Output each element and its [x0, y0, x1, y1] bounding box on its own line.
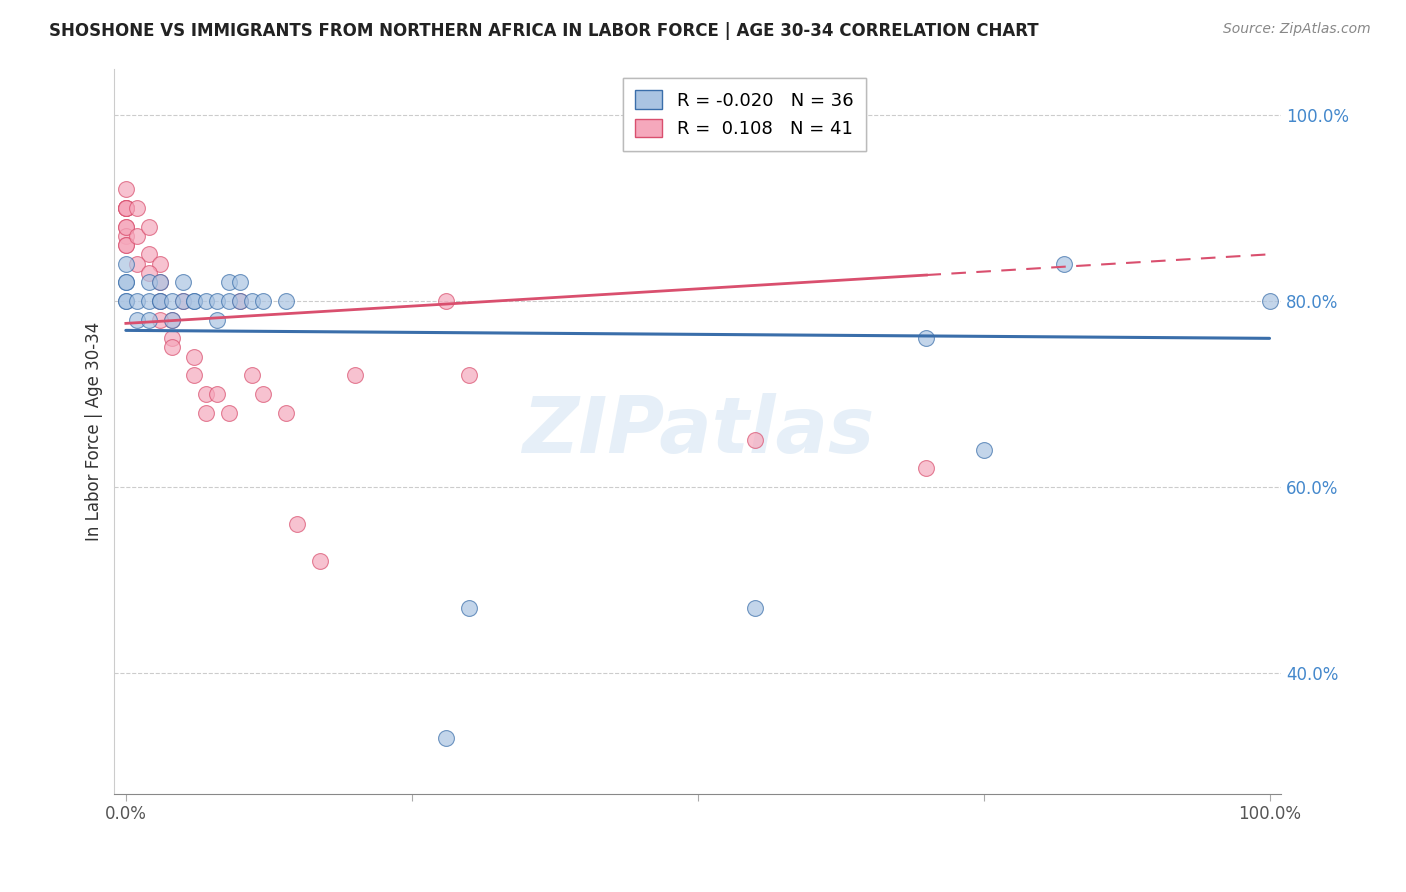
Point [218, 276, 240, 290]
Point [309, 554, 332, 568]
Point [149, 276, 172, 290]
Point [973, 442, 995, 457]
Point [138, 219, 160, 234]
Point [160, 312, 183, 326]
Point [287, 517, 309, 532]
Point [458, 368, 481, 383]
Point [115, 276, 138, 290]
Point [183, 293, 205, 308]
Point [160, 331, 183, 345]
Point [207, 293, 229, 308]
Point [434, 293, 457, 308]
Point [183, 368, 205, 383]
Point [115, 201, 138, 215]
Point [149, 276, 172, 290]
Point [160, 340, 183, 354]
Point [172, 293, 194, 308]
Point [194, 387, 217, 401]
Point [274, 405, 297, 419]
Point [274, 293, 297, 308]
Point [115, 238, 138, 252]
Point [229, 293, 252, 308]
Point [127, 201, 149, 215]
Point [744, 600, 766, 615]
Point [115, 293, 138, 308]
Point [115, 201, 138, 215]
Point [194, 405, 217, 419]
Point [115, 293, 138, 308]
Point [160, 293, 183, 308]
Point [115, 238, 138, 252]
Point [1053, 257, 1076, 271]
Point [218, 405, 240, 419]
Point [160, 312, 183, 326]
Point [115, 228, 138, 243]
Point [138, 312, 160, 326]
Point [115, 201, 138, 215]
Point [252, 293, 274, 308]
Point [240, 368, 263, 383]
Point [194, 293, 217, 308]
Point [138, 276, 160, 290]
Point [207, 387, 229, 401]
Point [149, 257, 172, 271]
Point [744, 434, 766, 448]
Text: SHOSHONE VS IMMIGRANTS FROM NORTHERN AFRICA IN LABOR FORCE | AGE 30-34 CORRELATI: SHOSHONE VS IMMIGRANTS FROM NORTHERN AFR… [49, 22, 1039, 40]
Point [172, 293, 194, 308]
Y-axis label: In Labor Force | Age 30-34: In Labor Force | Age 30-34 [86, 321, 103, 541]
Point [458, 600, 481, 615]
Point [115, 219, 138, 234]
Point [343, 368, 366, 383]
Point [138, 247, 160, 261]
Point [252, 387, 274, 401]
Point [115, 276, 138, 290]
Point [115, 219, 138, 234]
Point [127, 312, 149, 326]
Text: Source: ZipAtlas.com: Source: ZipAtlas.com [1223, 22, 1371, 37]
Legend: R = -0.020   N = 36, R =  0.108   N = 41: R = -0.020 N = 36, R = 0.108 N = 41 [623, 78, 866, 151]
Point [149, 312, 172, 326]
Point [218, 293, 240, 308]
Point [149, 293, 172, 308]
Point [915, 331, 938, 345]
Point [183, 293, 205, 308]
Point [115, 182, 138, 196]
Text: ZIPatlas: ZIPatlas [522, 393, 873, 469]
Point [149, 293, 172, 308]
Point [229, 276, 252, 290]
Point [138, 293, 160, 308]
Point [207, 312, 229, 326]
Point [915, 461, 938, 475]
Point [127, 293, 149, 308]
Point [172, 276, 194, 290]
Point [138, 266, 160, 280]
Point [115, 201, 138, 215]
Point [115, 257, 138, 271]
Point [127, 257, 149, 271]
Point [127, 228, 149, 243]
Point [229, 293, 252, 308]
Point [240, 293, 263, 308]
Point [149, 293, 172, 308]
Point [1258, 293, 1281, 308]
Point [434, 731, 457, 745]
Point [183, 350, 205, 364]
